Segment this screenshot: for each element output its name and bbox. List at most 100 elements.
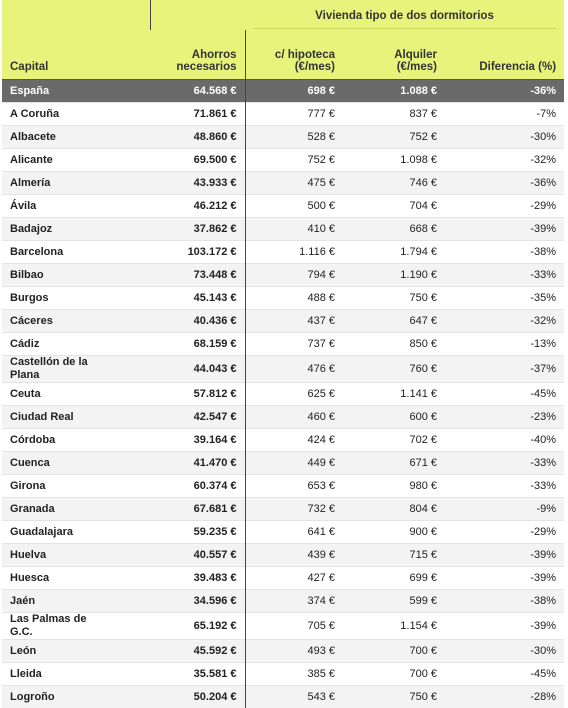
value-cell: 374 € [245,590,343,613]
value-cell: -30% [445,126,564,149]
column-header: Diferencia (%) [445,30,564,80]
capital-name: Albacete [10,131,110,144]
value-cell: 700 € [343,663,445,686]
value-cell: -40% [445,429,564,452]
value-cell: 43.933 € [150,172,245,195]
table-row: Las Palmas de G.C.65.192 €705 €1.154 €-3… [2,613,564,640]
value-cell: 837 € [343,103,445,126]
value-cell: 1.154 € [343,613,445,640]
capital-name: Las Palmas de G.C. [10,613,110,639]
value-cell: 732 € [245,498,343,521]
value-cell: 641 € [245,521,343,544]
capital-cell: A Coruña [2,103,150,126]
value-cell: 39.164 € [150,429,245,452]
value-cell: 34.596 € [150,590,245,613]
value-cell: -36% [445,80,564,103]
value-cell: 1.116 € [245,241,343,264]
value-cell: -30% [445,640,564,663]
capital-cell: Las Palmas de G.C. [2,613,150,640]
value-cell: 625 € [245,383,343,406]
value-cell: -33% [445,452,564,475]
value-cell: -9% [445,498,564,521]
column-header: Ahorros necesarios [150,30,245,80]
value-cell: 1.088 € [343,80,445,103]
value-cell: -33% [445,264,564,287]
value-cell: 67.681 € [150,498,245,521]
capital-cell: Ávila [2,195,150,218]
capital-name: Córdoba [10,434,110,447]
value-cell: 750 € [343,287,445,310]
value-cell: -29% [445,195,564,218]
capital-cell: Jaén [2,590,150,613]
value-cell: 385 € [245,663,343,686]
column-header: Alquiler (€/mes) [343,30,445,80]
capital-cell: León [2,640,150,663]
capital-cell: Badajoz [2,218,150,241]
value-cell: 698 € [245,80,343,103]
value-cell: 40.436 € [150,310,245,333]
value-cell: 737 € [245,333,343,356]
capital-cell: Cádiz [2,333,150,356]
value-cell: 65.192 € [150,613,245,640]
capital-cell: Lleida [2,663,150,686]
value-cell: -32% [445,149,564,172]
value-cell: 45.592 € [150,640,245,663]
capital-cell: Guadalajara [2,521,150,544]
capital-name: Logroño [10,691,110,704]
value-cell: 45.143 € [150,287,245,310]
value-cell: 599 € [343,590,445,613]
capital-cell: Barcelona [2,241,150,264]
value-cell: -45% [445,383,564,406]
value-cell: 60.374 € [150,475,245,498]
capital-cell: Burgos [2,287,150,310]
capital-name: Burgos [10,292,110,305]
value-cell: 746 € [343,172,445,195]
capital-cell: Bilbao [2,264,150,287]
capital-name: Guadalajara [10,526,110,539]
capital-name: Cuenca [10,457,110,470]
capital-cell: Castellón de la Plana [2,356,150,383]
capital-cell: Alicante [2,149,150,172]
value-cell: 750 € [343,686,445,708]
value-cell: -45% [445,663,564,686]
table-header: Vivienda tipo de dos dormitorios Capital… [2,0,564,80]
group-header: Vivienda tipo de dos dormitorios [253,10,556,29]
capital-cell: Girona [2,475,150,498]
capital-name: León [10,645,110,658]
value-cell: 671 € [343,452,445,475]
capital-name: Barcelona [10,246,110,259]
value-cell: 41.470 € [150,452,245,475]
capital-cell: Ceuta [2,383,150,406]
capital-name: Cádiz [10,338,110,351]
value-cell: 653 € [245,475,343,498]
value-cell: -32% [445,310,564,333]
capital-cell: Granada [2,498,150,521]
value-cell: 39.483 € [150,567,245,590]
value-cell: 850 € [343,333,445,356]
value-cell: 705 € [245,613,343,640]
value-cell: -36% [445,172,564,195]
value-cell: 760 € [343,356,445,383]
value-cell: 715 € [343,544,445,567]
capital-cell: España [2,80,150,103]
value-cell: -37% [445,356,564,383]
value-cell: 460 € [245,406,343,429]
value-cell: 50.204 € [150,686,245,708]
